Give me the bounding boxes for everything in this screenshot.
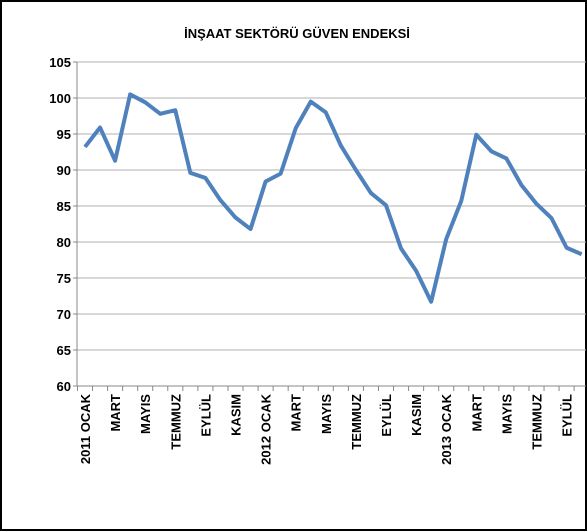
y-tick-label: 80 [57,235,71,250]
x-tick-label: TEMMUZ [530,394,545,450]
x-tick-label: EYLÜL [379,394,394,437]
y-tick-label: 90 [57,163,71,178]
x-tick-label: TEMMUZ [349,394,364,450]
chart-title: İNŞAAT SEKTÖRÜ GÜVEN ENDEKSİ [184,26,410,41]
y-tick-label: 100 [49,91,71,106]
y-tick-label: 85 [57,199,71,214]
x-tick-label: MAYIS [499,394,514,434]
x-tick-label: MART [469,394,484,432]
x-tick-label: MAYIS [319,394,334,434]
x-tick-label: 2013 OCAK [439,393,454,464]
x-tick-label: EYLÜL [198,394,213,437]
x-tick-label: TEMMUZ [168,394,183,450]
x-tick-label: MART [108,394,123,432]
y-tick-label: 70 [57,307,71,322]
x-tick-label: EYLÜL [560,394,575,437]
x-tick-label: KASIM [229,394,244,436]
x-tick-label: KASIM [409,394,424,436]
y-tick-label: 60 [57,379,71,394]
data-line [83,92,583,304]
y-tick-label: 65 [57,343,71,358]
x-tick-label: 2011 OCAK [78,393,93,464]
y-tick-label: 75 [57,271,71,286]
y-tick-label: 95 [57,127,71,142]
y-tick-label: 105 [49,55,71,70]
x-tick-label: MAYIS [138,394,153,434]
x-tick-label: 2012 OCAK [259,393,274,464]
x-tick-label: MART [289,394,304,432]
